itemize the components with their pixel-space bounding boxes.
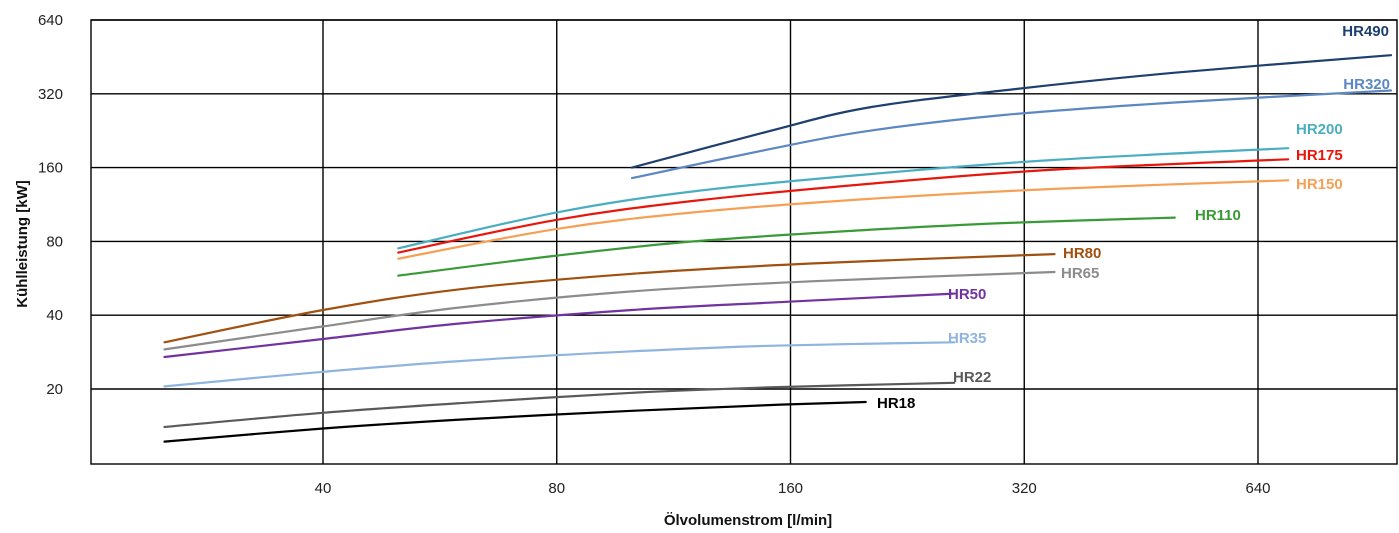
x-tick-label: 160	[778, 480, 803, 497]
series-line-hr50	[163, 292, 956, 359]
x-tick-label: 40	[315, 480, 332, 497]
y-tick-label: 640	[38, 12, 63, 29]
series-line-hr65	[163, 270, 1056, 351]
series-label-hr50: HR50	[948, 286, 986, 303]
series-label-hr150: HR150	[1296, 176, 1343, 193]
x-tick-label: 640	[1245, 480, 1270, 497]
series-line-hr110	[397, 216, 1176, 277]
series-line-hr22	[163, 381, 956, 429]
series-line-hr490	[630, 54, 1393, 169]
y-tick-label: 160	[38, 160, 63, 177]
series-label-hr200: HR200	[1296, 121, 1343, 138]
grid	[90, 19, 1398, 465]
y-axis-title: Kühlleistung [kW]	[14, 180, 31, 308]
series-lines	[163, 54, 1393, 443]
series-label-hr22: HR22	[953, 369, 991, 386]
series-line-hr18	[163, 400, 867, 443]
y-tick-label: 40	[46, 307, 63, 324]
series-label-hr35: HR35	[948, 330, 986, 347]
x-tick-label: 320	[1012, 480, 1037, 497]
y-tick-label: 20	[46, 381, 63, 398]
series-label-hr110: HR110	[1195, 207, 1241, 224]
series-line-hr35	[163, 341, 956, 388]
tick-labels: 40 80 160 320 640 20 40 80 160 320 640	[38, 12, 1271, 497]
y-tick-label: 320	[38, 86, 63, 103]
series-line-hr320	[630, 89, 1393, 180]
series-line-hr80	[163, 253, 1056, 344]
series-labels: HR490 HR320 HR200 HR175 HR150 HR110 HR80 HR65 HR…	[877, 23, 1390, 412]
x-tick-label: 80	[548, 480, 565, 497]
series-label-hr320: HR320	[1343, 76, 1390, 93]
series-line-hr200	[397, 147, 1290, 250]
series-label-hr490: HR490	[1342, 23, 1389, 40]
y-tick-label: 80	[46, 233, 63, 250]
series-line-hr150	[397, 179, 1290, 260]
x-axis-title: Ölvolumenstrom [l/min]	[664, 512, 832, 529]
series-label-hr175: HR175	[1296, 147, 1343, 164]
series-label-hr18: HR18	[877, 395, 915, 412]
series-label-hr65: HR65	[1061, 265, 1099, 282]
series-line-hr175	[397, 158, 1290, 254]
series-label-hr80: HR80	[1063, 245, 1101, 262]
